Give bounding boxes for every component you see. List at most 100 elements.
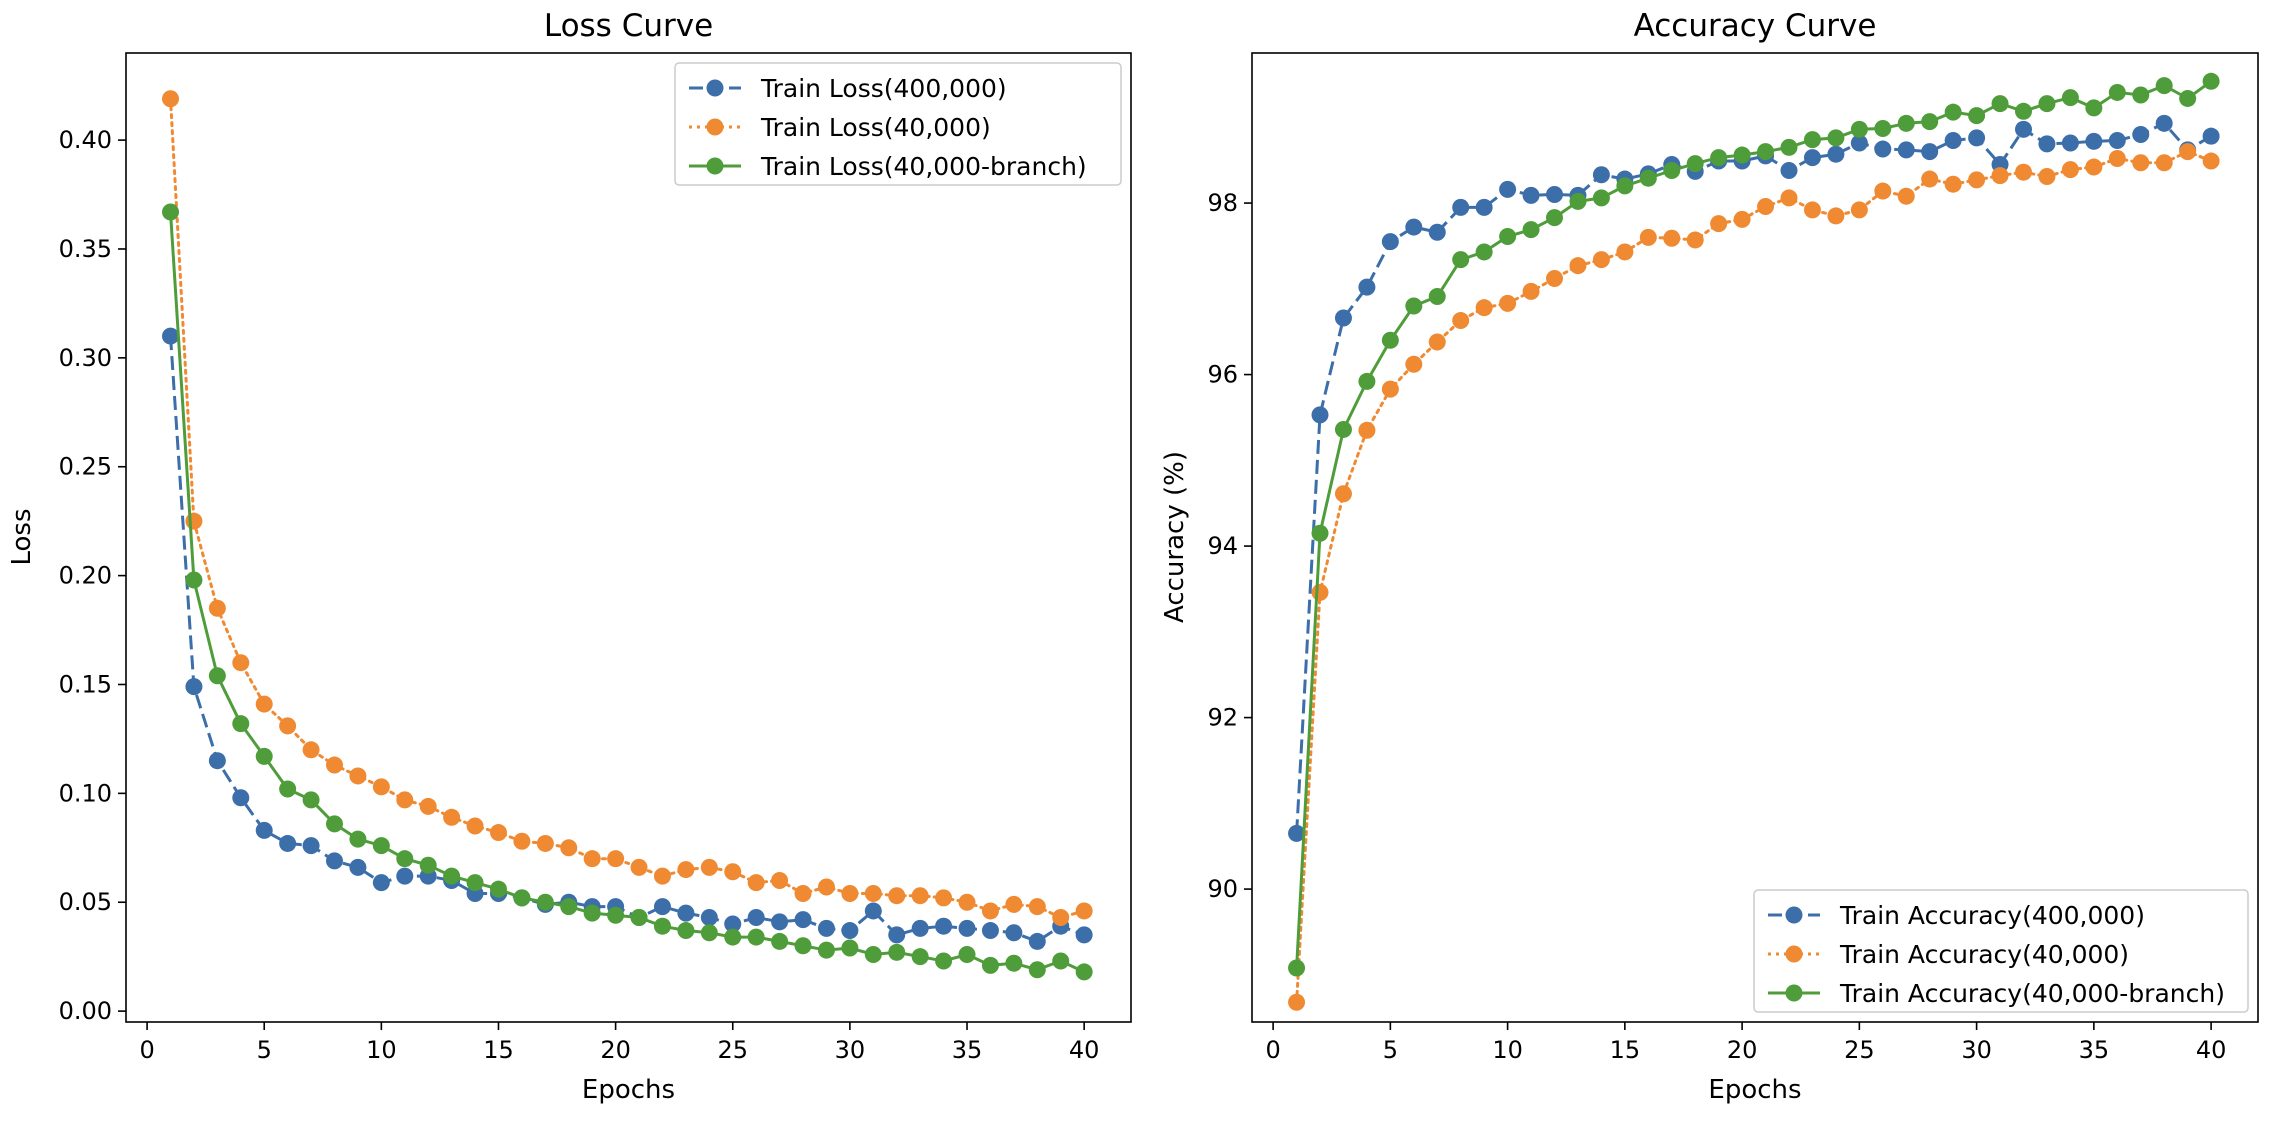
accuracy-series-2-point xyxy=(2085,158,2103,176)
loss-series-2-point xyxy=(583,850,601,868)
loss-ytick-label: 0.25 xyxy=(59,453,112,481)
loss-series-line-2 xyxy=(169,97,1086,920)
accuracy-series-2-point xyxy=(1897,187,1915,205)
loss-series-2-point xyxy=(1075,902,1093,920)
accuracy-xtick-label: 30 xyxy=(1961,1036,1992,1064)
loss-series-3-point xyxy=(466,874,484,892)
accuracy-series-3-point xyxy=(2155,77,2173,95)
accuracy-series-1-point xyxy=(1921,143,1939,161)
accuracy-series-3-point xyxy=(1334,420,1352,438)
accuracy-series-2-point xyxy=(1874,182,1892,200)
accuracy-legend: Train Accuracy(400,000) Train Accuracy(40… xyxy=(1753,889,2249,1013)
accuracy-series-3-point xyxy=(1921,113,1939,131)
loss-series-2-point xyxy=(372,778,390,796)
loss-ytick-label: 0.30 xyxy=(59,344,112,372)
accuracy-series-2-point xyxy=(1991,167,2009,185)
accuracy-series-2-point xyxy=(1452,312,1470,330)
accuracy-ytick-label: 92 xyxy=(1207,704,1238,732)
loss-series-3-point xyxy=(583,904,601,922)
accuracy-series-1-point xyxy=(1827,145,1845,163)
accuracy-series-1-point xyxy=(2108,131,2126,149)
accuracy-series-2-point xyxy=(1686,231,1704,249)
accuracy-series-2-point xyxy=(1780,189,1798,207)
loss-series-1-point xyxy=(1075,926,1093,944)
loss-series-2-point xyxy=(443,808,461,826)
accuracy-series-1-point xyxy=(1475,198,1493,216)
loss-series-2-point xyxy=(279,717,297,735)
loss-series-1-point xyxy=(911,919,929,937)
accuracy-series-3-point xyxy=(1405,297,1423,315)
accuracy-series-2-point xyxy=(1850,201,1868,219)
loss-plot-frame xyxy=(125,52,1132,1023)
accuracy-legend-label-1: Train Accuracy(400,000) xyxy=(1839,901,2145,930)
accuracy-ytick-label: 96 xyxy=(1207,361,1238,389)
loss-series-2-point xyxy=(419,797,437,815)
accuracy-series-2-point xyxy=(1405,355,1423,373)
accuracy-series-3-point xyxy=(1592,189,1610,207)
accuracy-series-3-point xyxy=(2085,99,2103,117)
accuracy-series-1-point xyxy=(1968,129,1986,147)
accuracy-series-1-point xyxy=(2038,135,2056,153)
loss-series-1-point xyxy=(888,926,906,944)
loss-series-3-point xyxy=(489,880,507,898)
accuracy-series-2-point xyxy=(2202,152,2220,170)
accuracy-xtick-label: 15 xyxy=(1610,1036,1641,1064)
loss-series-2-point xyxy=(466,817,484,835)
loss-series-2-point xyxy=(1052,908,1070,926)
accuracy-series-2-point xyxy=(1968,171,1986,189)
loss-series-2-point xyxy=(700,858,718,876)
loss-ytick-label: 0.10 xyxy=(59,779,112,807)
loss-series-3-point xyxy=(771,932,789,950)
accuracy-series-2-point xyxy=(1499,294,1517,312)
accuracy-series-1-point xyxy=(1358,278,1376,296)
loss-xtick-label: 25 xyxy=(717,1036,748,1064)
loss-series-1-point xyxy=(841,922,859,940)
accuracy-series-3-point xyxy=(1452,251,1470,269)
loss-series-3-point xyxy=(162,203,180,221)
accuracy-series-3-point xyxy=(2015,102,2033,120)
accuracy-series-2-point xyxy=(1944,175,1962,193)
loss-series-3-point xyxy=(208,667,226,685)
accuracy-series-1-point xyxy=(2132,125,2150,143)
loss-series-3-point xyxy=(419,856,437,874)
loss-series-3-point xyxy=(232,715,250,733)
accuracy-legend-label-2: Train Accuracy(40,000) xyxy=(1839,940,2129,969)
loss-series-3-point xyxy=(888,943,906,961)
loss-series-2-point xyxy=(185,512,203,530)
loss-legend-label-3: Train Loss(40,000-branch) xyxy=(760,152,1087,181)
loss-xtick-label: 10 xyxy=(366,1036,397,1064)
accuracy-series-1-point xyxy=(1874,140,1892,158)
loss-series-2-point xyxy=(911,887,929,905)
accuracy-series-2-point xyxy=(2132,154,2150,172)
loss-series-3-point xyxy=(396,850,414,868)
accuracy-xtick-label: 35 xyxy=(2079,1036,2110,1064)
loss-series-2-point xyxy=(888,887,906,905)
accuracy-series-3-point xyxy=(1686,155,1704,173)
loss-xtick-label: 5 xyxy=(257,1036,272,1064)
loss-series-1-point xyxy=(255,821,273,839)
loss-series-1-point xyxy=(1005,924,1023,942)
loss-series-3-point xyxy=(255,747,273,765)
accuracy-series-1-point xyxy=(2085,132,2103,150)
accuracy-series-1-point xyxy=(1944,131,1962,149)
loss-series-3-point xyxy=(185,571,203,589)
loss-legend-label-2: Train Loss(40,000) xyxy=(760,113,991,142)
loss-series-2-point xyxy=(981,902,999,920)
accuracy-series-3-point xyxy=(1475,243,1493,261)
loss-series-2-point xyxy=(560,839,578,857)
accuracy-legend-marker-2 xyxy=(1785,945,1803,963)
accuracy-series-3-point xyxy=(1311,524,1329,542)
accuracy-series-2-point xyxy=(1663,229,1681,247)
loss-series-1-point xyxy=(771,913,789,931)
loss-series-line-3 xyxy=(169,211,1085,974)
accuracy-series-3-point xyxy=(1874,119,1892,137)
accuracy-series-3-point xyxy=(2179,89,2197,107)
accuracy-xtick-label: 20 xyxy=(1727,1036,1758,1064)
loss-chart: Loss Curve Epochs Loss 0 5 10 15 20 25 30 35 40 0… xyxy=(7,8,1132,1105)
accuracy-chart: Accuracy Curve Epochs Accuracy (%) 0 5 10 1… xyxy=(1160,8,2259,1105)
accuracy-legend-marker-1 xyxy=(1785,906,1803,924)
accuracy-series-2-point xyxy=(2155,154,2173,172)
accuracy-legend-box xyxy=(1753,889,2249,1013)
loss-series-3-point xyxy=(1075,963,1093,981)
loss-series-3-point xyxy=(747,928,765,946)
